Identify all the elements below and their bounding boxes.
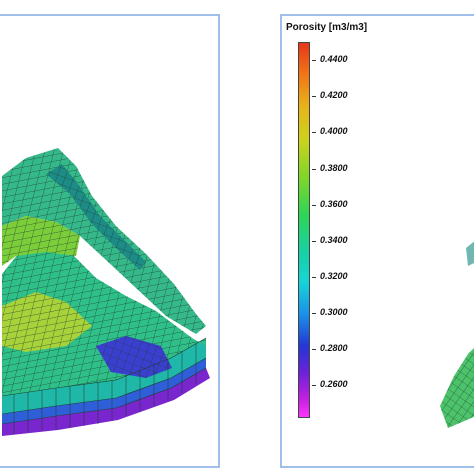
tick-label-5: 0.3400: [320, 235, 348, 245]
legend-title: Porosity [m3/m3]: [286, 22, 368, 33]
tick-label-3: 0.3800: [320, 163, 348, 173]
reservoir-grid-3d: [1, 148, 210, 436]
tick-label-0: 0.4400: [320, 54, 348, 64]
tick-mark: [312, 385, 316, 386]
tick-mark: [312, 349, 316, 350]
tick-mark: [312, 277, 316, 278]
tick-mark: [312, 96, 316, 97]
tick-label-1: 0.4200: [320, 90, 348, 100]
vertical-cell-lines: [13, 344, 197, 434]
porosity-colorbar: [298, 42, 310, 418]
tick-mark: [312, 313, 316, 314]
tick-mark: [312, 241, 316, 242]
layer-base-purple: [2, 368, 210, 436]
layer-base-teal: [2, 338, 206, 414]
tick-mark: [312, 60, 316, 61]
tick-mark: [312, 169, 316, 170]
tick-label-4: 0.3600: [320, 199, 348, 209]
layer-base-blue: [2, 358, 206, 424]
tick-label-8: 0.2800: [320, 343, 348, 353]
reservoir-model-panel: [0, 14, 220, 468]
tick-label-7: 0.3000: [320, 307, 348, 317]
partial-model-edge: [466, 241, 474, 266]
tick-label-2: 0.4000: [320, 126, 348, 136]
stair-edge-cells: [1, 337, 207, 425]
tick-mark: [312, 205, 316, 206]
tick-label-9: 0.2600: [320, 379, 348, 389]
tick-mark: [312, 132, 316, 133]
reservoir-grid-3d-partial: [440, 241, 474, 428]
porosity-legend-panel: Porosity [m3/m3] 0.4400 0.4200 0.4000 0.…: [280, 14, 474, 468]
tick-label-6: 0.3200: [320, 271, 348, 281]
